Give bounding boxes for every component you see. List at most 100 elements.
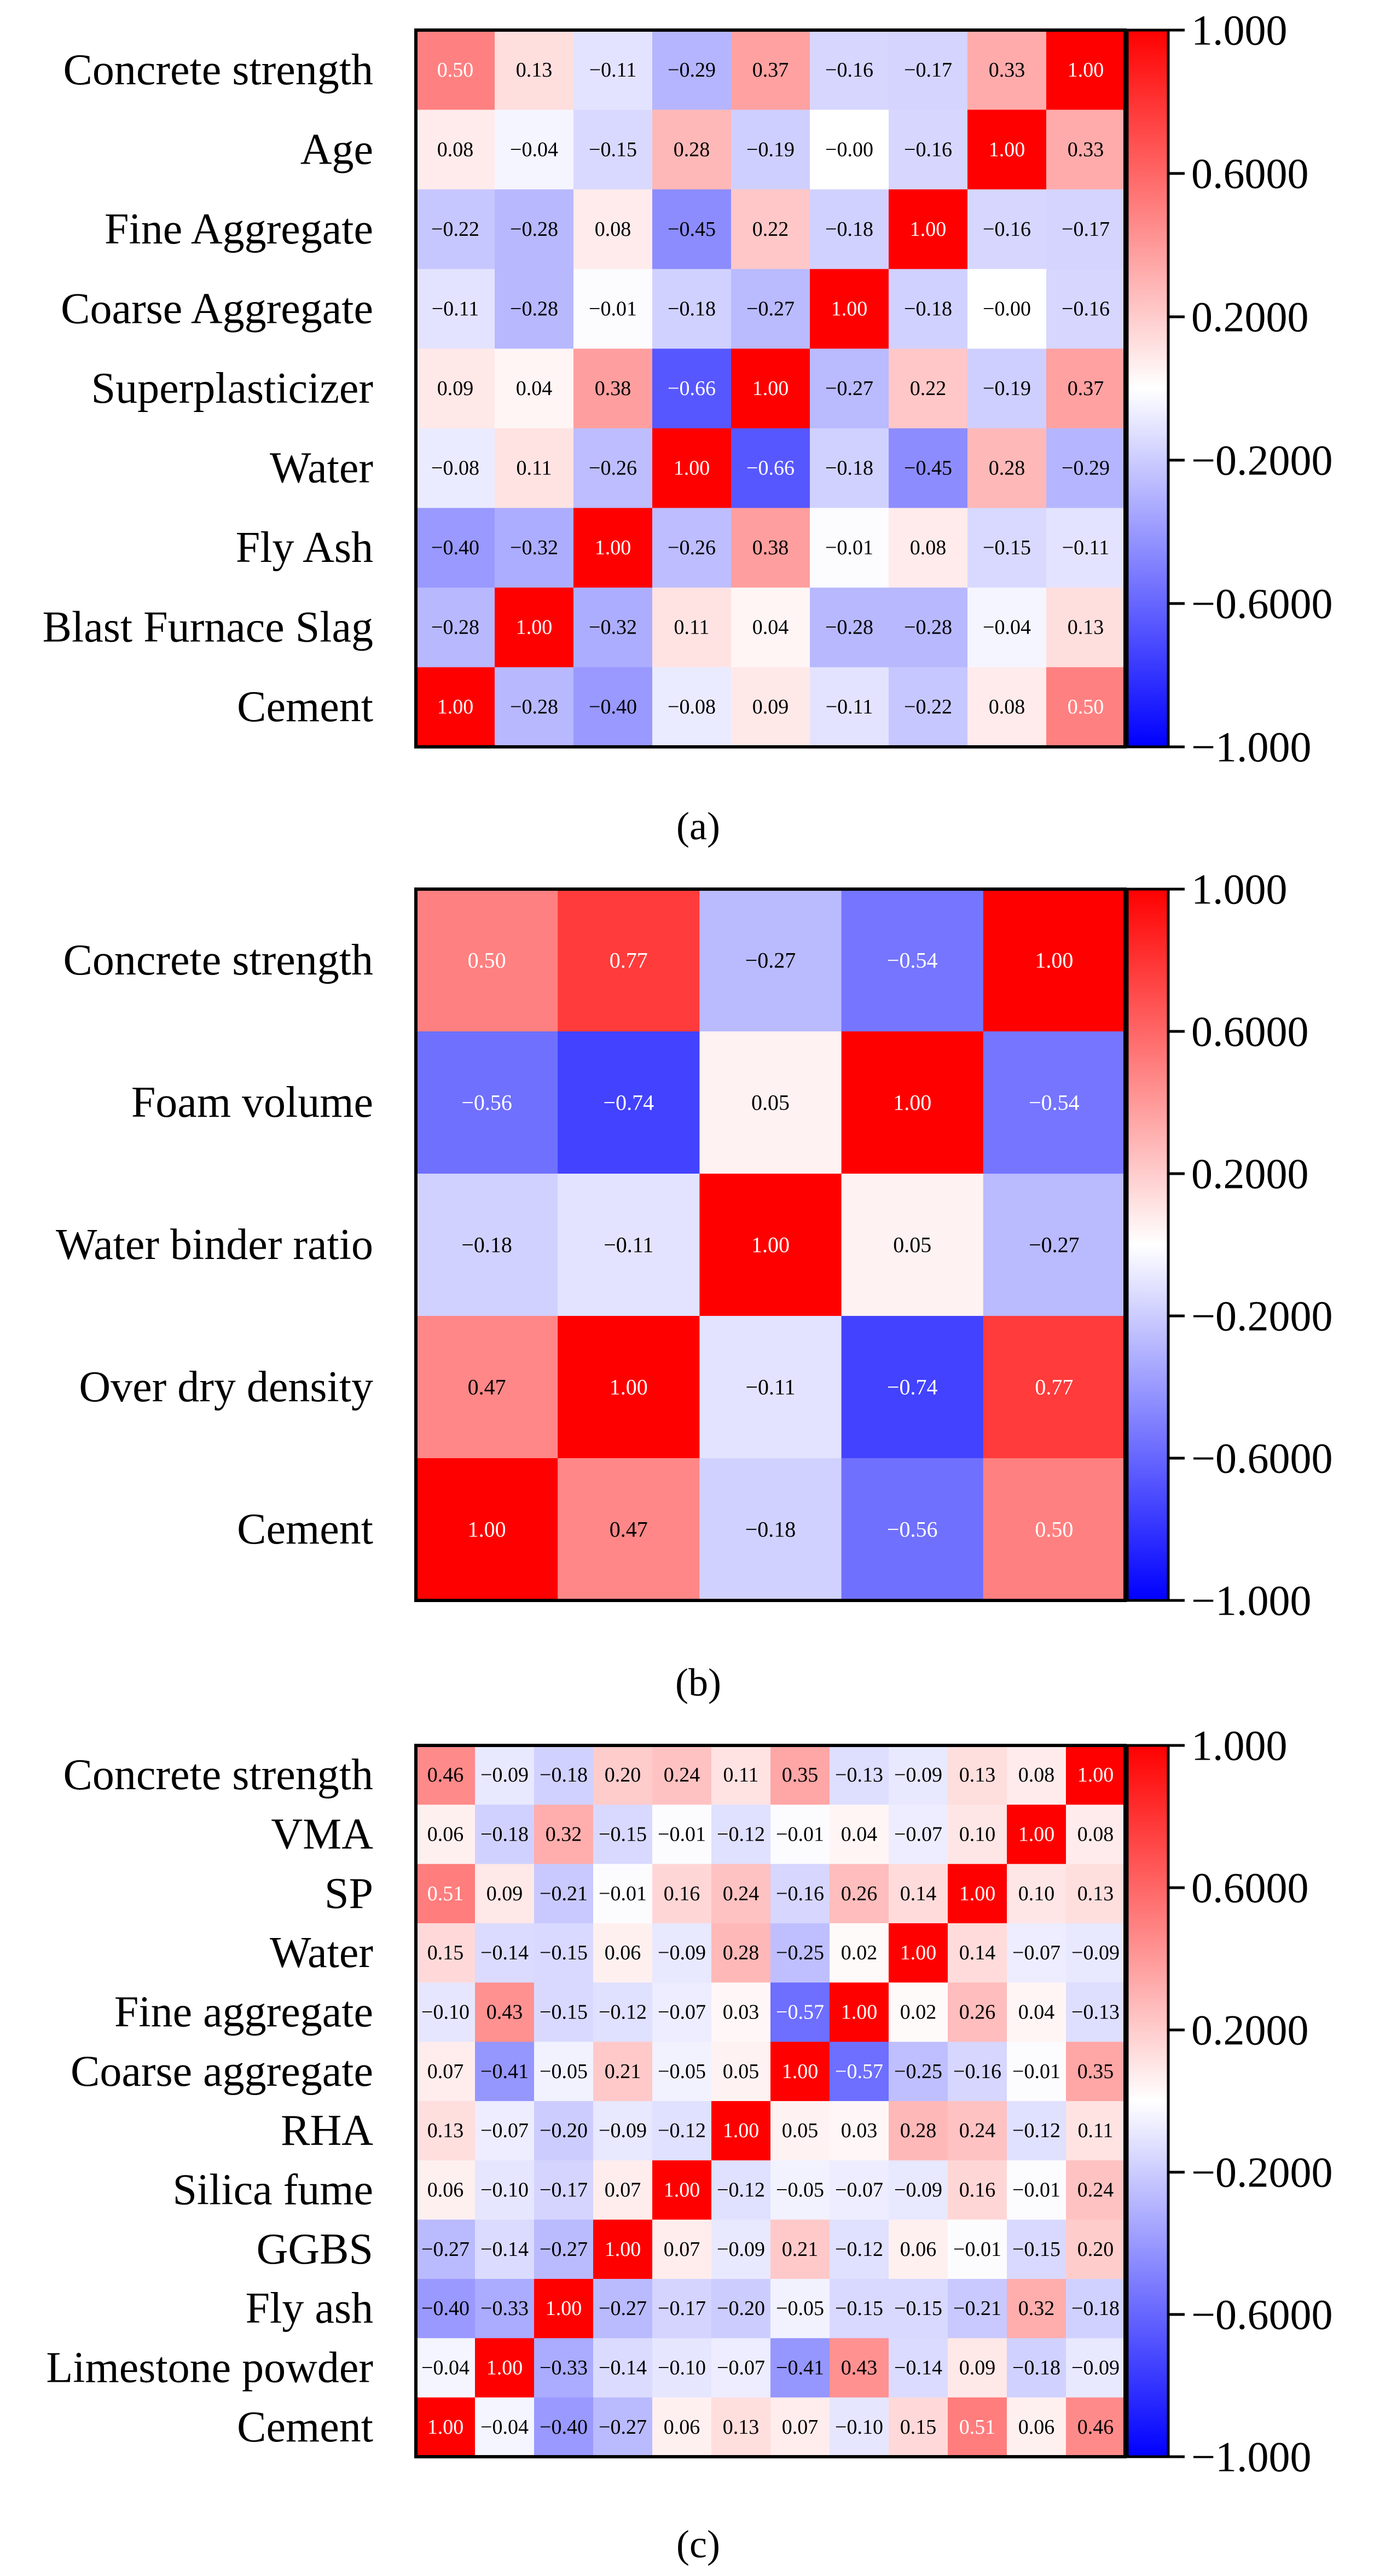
colorbar-frame xyxy=(1126,28,1170,749)
heatmap-cell xyxy=(534,1923,594,1983)
cell-value-label: −0.04 xyxy=(510,138,558,161)
cell-value-label: 1.00 xyxy=(605,2238,641,2261)
row-label: Cement xyxy=(237,683,373,731)
heatmap-cell xyxy=(1046,189,1126,270)
heatmap-cell xyxy=(416,2397,476,2457)
cell-value-label: −0.18 xyxy=(668,297,716,320)
cell-value-label: 0.50 xyxy=(437,59,474,82)
cell-value-label: 0.28 xyxy=(900,2119,937,2142)
heatmap-cell xyxy=(889,1982,948,2043)
heatmap-cell xyxy=(830,1805,889,1865)
cell-value-label: 0.21 xyxy=(605,2060,641,2083)
cell-value-label: −0.18 xyxy=(904,297,952,320)
heatmap-cell xyxy=(1007,2101,1066,2161)
cell-value-label: −0.57 xyxy=(776,2001,824,2024)
cell-value-label: 0.11 xyxy=(674,616,709,639)
heatmap-cell xyxy=(770,2160,830,2220)
heatmap-cell xyxy=(889,2041,948,2102)
cell-value-label: 0.05 xyxy=(751,1090,790,1115)
cell-value-label: −0.32 xyxy=(510,536,558,559)
heatmap-cell xyxy=(652,2279,712,2339)
heatmap-cell xyxy=(731,269,810,349)
cell-value-label: −0.29 xyxy=(668,59,716,82)
heatmap-cell xyxy=(770,1805,830,1865)
heatmap-cell xyxy=(830,2160,889,2220)
heatmap-cell xyxy=(830,2338,889,2398)
row-label: Coarse Aggregate xyxy=(61,285,373,333)
cell-value-label: −0.16 xyxy=(825,59,873,82)
cell-value-label: −0.09 xyxy=(599,2119,647,2142)
cell-value-label: −0.07 xyxy=(835,2179,883,2202)
cell-value-label: −0.15 xyxy=(599,1823,647,1846)
heatmap-cell xyxy=(711,2397,771,2457)
heatmap-frame xyxy=(414,28,1127,749)
cell-value-label: −0.17 xyxy=(1062,218,1110,241)
heatmap-cell xyxy=(652,1923,712,1983)
cell-value-label: 0.13 xyxy=(1068,616,1104,639)
heatmap-cell xyxy=(495,587,574,668)
cell-value-label: 0.46 xyxy=(1077,2416,1114,2439)
colorbar-tick-label: 1.000 xyxy=(1191,1722,1288,1769)
heatmap-cell xyxy=(770,2101,830,2161)
colorbar-tick-label: −1.000 xyxy=(1191,723,1312,771)
cell-value-label: 0.35 xyxy=(782,1763,819,1786)
cell-value-label: 0.03 xyxy=(841,2119,878,2142)
heatmap-cell xyxy=(841,1458,984,1601)
row-label: Water xyxy=(270,1929,373,1977)
cell-value-label: 0.09 xyxy=(486,1882,523,1905)
cell-value-label: −0.40 xyxy=(421,2297,469,2320)
cell-value-label: 0.13 xyxy=(959,1763,996,1786)
cell-value-label: 0.15 xyxy=(900,2416,937,2439)
heatmap-cell xyxy=(699,1031,842,1174)
heatmap-cell xyxy=(889,2338,948,2398)
panel-caption: (c) xyxy=(676,2522,720,2566)
cell-value-label: −0.27 xyxy=(1029,1233,1080,1257)
cell-value-label: 0.04 xyxy=(516,377,553,400)
heatmap-panel-3: 0.46 −0.09 −0.18 0.20 0.24 0.11 0.35 −0.13 −0.09… xyxy=(46,1722,1332,2567)
cell-value-label: −0.40 xyxy=(589,695,637,718)
cell-value-label: −0.04 xyxy=(421,2357,469,2380)
cell-value-label: 0.47 xyxy=(468,1375,506,1400)
cell-value-label: −0.00 xyxy=(983,297,1031,320)
row-label: Fine aggregate xyxy=(114,1988,373,2037)
cell-value-label: −0.07 xyxy=(658,2001,706,2024)
heatmap-cell xyxy=(593,1805,653,1865)
cell-value-label: −0.18 xyxy=(461,1233,512,1257)
heatmap-cell xyxy=(889,2279,948,2339)
cell-value-label: 0.24 xyxy=(723,1882,760,1905)
cell-value-label: −0.09 xyxy=(1071,2357,1120,2380)
cell-value-label: −0.10 xyxy=(480,2179,529,2202)
heatmap-cell xyxy=(495,30,574,111)
heatmap-cell xyxy=(1066,1745,1126,1805)
cell-value-label: −0.07 xyxy=(894,1823,942,1846)
heatmap-cell xyxy=(948,1982,1007,2043)
cell-value-label: −0.28 xyxy=(510,695,558,718)
heatmap-cell xyxy=(475,2397,535,2457)
heatmap-cell xyxy=(948,2338,1007,2398)
heatmap-cell xyxy=(830,1864,889,1924)
heatmap-cell xyxy=(416,189,495,270)
heatmap-cell xyxy=(889,269,968,349)
heatmap-cell xyxy=(416,587,495,668)
cell-value-label: −0.27 xyxy=(599,2297,647,2320)
heatmap-cell xyxy=(810,428,889,508)
heatmap-cell xyxy=(475,1805,535,1865)
heatmap-cell xyxy=(731,349,810,429)
heatmap-cell xyxy=(711,2338,771,2398)
cell-value-label: 0.08 xyxy=(910,536,947,559)
heatmap-cell xyxy=(652,1805,712,1865)
cell-value-label: 0.32 xyxy=(546,1823,582,1846)
cell-value-label: 0.10 xyxy=(1018,1882,1055,1905)
cell-value-label: −0.01 xyxy=(953,2238,1001,2261)
cell-value-label: −0.04 xyxy=(480,2416,529,2439)
heatmap-cell xyxy=(1046,30,1126,111)
heatmap-cell xyxy=(889,1864,948,1924)
heatmap-cell xyxy=(967,269,1047,349)
heatmap-cell xyxy=(416,2219,476,2279)
colorbar-tick-label: −0.6000 xyxy=(1191,580,1333,628)
cell-value-label: 0.03 xyxy=(723,2001,760,2024)
cell-value-label: −0.07 xyxy=(480,2119,529,2142)
cell-value-label: −0.15 xyxy=(1012,2238,1060,2261)
heatmap-cell xyxy=(652,349,732,429)
cell-value-label: 0.33 xyxy=(989,59,1025,82)
